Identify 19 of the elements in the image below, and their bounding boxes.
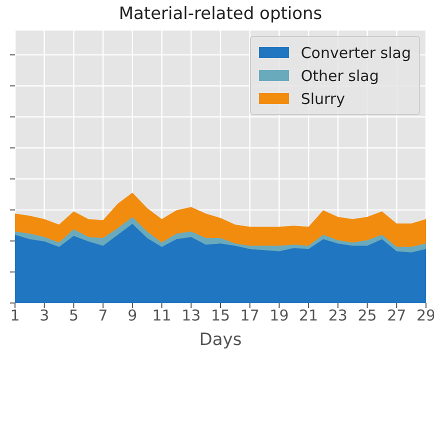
legend-label: Converter slag bbox=[300, 44, 411, 62]
x-tick-label: 5 bbox=[68, 306, 78, 325]
x-tick-label: 25 bbox=[358, 306, 377, 325]
chart-title: Material-related options bbox=[118, 4, 324, 24]
x-tick-label: 9 bbox=[128, 306, 138, 325]
x-tick-label: 19 bbox=[270, 306, 289, 325]
x-tick-label: 7 bbox=[98, 306, 108, 325]
x-tick-label: 11 bbox=[152, 306, 172, 325]
x-axis-title: Days bbox=[199, 330, 242, 350]
legend-label: Slurry bbox=[300, 90, 345, 108]
x-tick-label: 13 bbox=[182, 306, 201, 325]
x-tick-label: 3 bbox=[40, 306, 50, 325]
x-tick-label: 23 bbox=[328, 306, 348, 325]
x-tick-label: 17 bbox=[240, 306, 260, 325]
x-tick-label: 15 bbox=[210, 306, 230, 325]
x-tick-label: 27 bbox=[387, 306, 406, 325]
x-tick-label: 21 bbox=[299, 306, 318, 325]
legend-label: Other slag bbox=[300, 66, 379, 84]
x-tick-label: 1 bbox=[10, 306, 20, 325]
